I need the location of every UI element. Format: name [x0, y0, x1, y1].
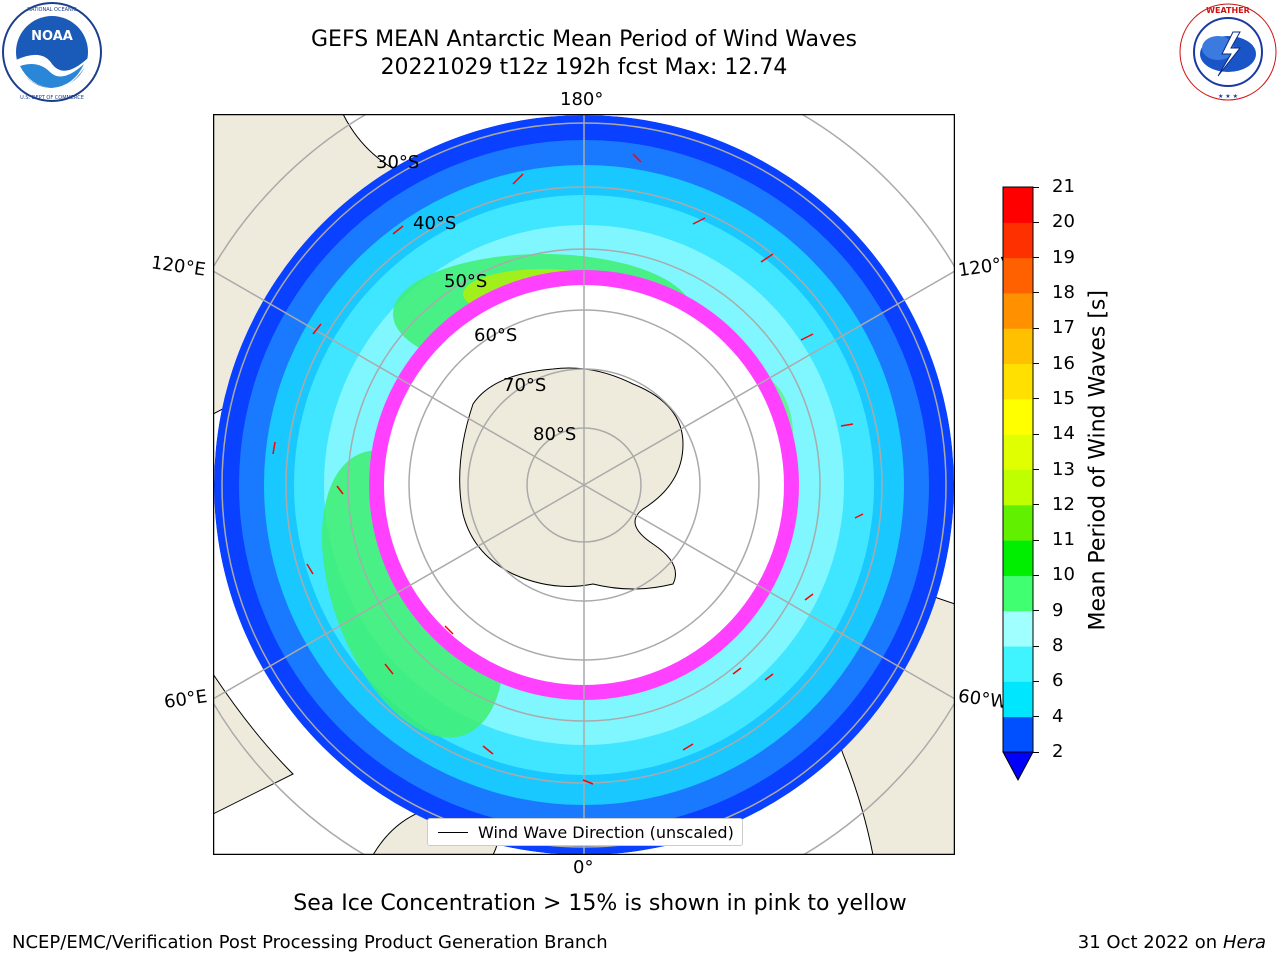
colorbar-tick-label: 2: [1052, 741, 1064, 762]
colorbar-swatch: [1003, 363, 1033, 400]
colorbar-tick-label: 10: [1052, 564, 1075, 586]
colorbar-swatch: [1003, 222, 1033, 259]
colorbar-swatch: [1003, 716, 1033, 753]
colorbar-tick-label: 4: [1052, 705, 1064, 727]
colorbar-tick-label: 15: [1052, 387, 1075, 409]
colorbar-tick: [1033, 363, 1039, 365]
colorbar-tick: [1033, 292, 1039, 294]
colorbar-tick: [1033, 221, 1039, 223]
graticule: [213, 114, 955, 855]
colorbar-tick-label: 11: [1052, 529, 1075, 551]
lat-label-30s: 30°S: [376, 152, 420, 173]
colorbar-tick: [1033, 539, 1039, 541]
colorbar-tick-label: 16: [1052, 352, 1075, 374]
colorbar-tick: [1033, 574, 1039, 576]
colorbar-tick: [1033, 398, 1039, 400]
lat-label-70s: 70°S: [503, 375, 547, 396]
colorbar-tick-label: 13: [1052, 458, 1075, 480]
colorbar-tick: [1033, 433, 1039, 435]
lat-label-80s: 80°S: [533, 424, 577, 445]
footer-branch: NCEP/EMC/Verification Post Processing Pr…: [12, 932, 608, 953]
colorbar-swatch: [1003, 469, 1033, 506]
colorbar-tick: [1033, 327, 1039, 329]
africa-land: [213, 673, 294, 815]
colorbar-swatch: [1003, 434, 1033, 470]
colorbar-tick-label: 17: [1052, 317, 1075, 339]
colorbar-swatch: [1003, 398, 1033, 435]
colorbar-tick-label: 20: [1052, 211, 1075, 233]
svg-text:★ ★ ★: ★ ★ ★: [1218, 93, 1238, 100]
colorbar-tick-label: 9: [1052, 599, 1064, 621]
colorbar-tick-label: 19: [1052, 246, 1075, 268]
colorbar-swatch: [1003, 610, 1033, 647]
map-panel: [212, 113, 956, 856]
sea-ice-caption: Sea Ice Concentration > 15% is shown in …: [293, 891, 907, 916]
lat-label-40s: 40°S: [413, 213, 457, 234]
svg-text:WEATHER: WEATHER: [1206, 6, 1250, 15]
colorbar-tick: [1033, 186, 1039, 188]
svg-text:NOAA: NOAA: [31, 29, 73, 44]
footer-machine: Hera: [1222, 932, 1266, 953]
colorbar-swatches: [1002, 186, 1034, 782]
colorbar-extend-arrow: [1002, 751, 1034, 782]
colorbar-swatch: [1003, 257, 1033, 294]
map-legend: Wind Wave Direction (unscaled): [427, 818, 743, 846]
legend-line-swatch: [438, 831, 468, 833]
lat-label-60s: 60°S: [474, 325, 518, 346]
svg-text:NATIONAL OCEANIC: NATIONAL OCEANIC: [27, 7, 77, 13]
colorbar-swatch: [1003, 646, 1033, 682]
colorbar-tick: [1033, 610, 1039, 612]
colorbar-tick-label: 14: [1052, 423, 1075, 445]
colorbar-swatch: [1003, 681, 1033, 718]
colorbar-tick-label: 8: [1052, 635, 1064, 657]
legend-label: Wind Wave Direction (unscaled): [478, 822, 734, 842]
lon-label-60e: 60°E: [162, 686, 209, 713]
wind-wave-arrows: [272, 153, 864, 785]
colorbar-tick: [1033, 680, 1039, 682]
colorbar-swatch: [1003, 504, 1033, 541]
colorbar-swatch: [1003, 540, 1033, 576]
colorbar-tick-label: 21: [1052, 176, 1075, 197]
noaa-logo: NOAA NATIONAL OCEANIC U.S. DEPT OF COMME…: [2, 2, 102, 102]
svg-text:U.S. DEPT OF COMMERCE: U.S. DEPT OF COMMERCE: [20, 95, 84, 101]
lon-label-120e: 120°E: [149, 252, 207, 281]
nws-logo: WEATHER ★ ★ ★: [1178, 2, 1278, 102]
colorbar-swatch: [1003, 187, 1033, 223]
lon-label-0: 0°: [573, 857, 594, 878]
colorbar-tick: [1033, 716, 1039, 718]
colorbar-tick-label: 18: [1052, 281, 1075, 303]
colorbar-tick: [1033, 257, 1039, 259]
colorbar-label: Mean Period of Wind Waves [s]: [1085, 290, 1111, 631]
map-frame: [212, 113, 956, 856]
lon-label-180: 180°: [560, 89, 604, 110]
colorbar-tick-label: 6: [1052, 670, 1064, 692]
lat-label-50s: 50°S: [444, 271, 488, 292]
colorbar-tick: [1033, 645, 1039, 647]
colorbar-tick: [1033, 751, 1039, 753]
colorbar-tick: [1033, 469, 1039, 470]
map-title: GEFS MEAN Antarctic Mean Period of Wind …: [311, 27, 857, 52]
colorbar-tick-label: 12: [1052, 493, 1075, 515]
map-subtitle: 20221029 t12z 192h fcst Max: 12.74: [380, 55, 788, 80]
colorbar-tick: [1033, 504, 1039, 506]
footer-date-text: 31 Oct 2022 on: [1077, 932, 1218, 953]
footer-date: 31 Oct 2022 on Hera: [1078, 932, 1266, 953]
colorbar-swatch: [1003, 292, 1033, 329]
colorbar: [1000, 185, 1040, 785]
colorbar-swatch: [1003, 575, 1033, 612]
colorbar-swatch: [1003, 328, 1033, 365]
